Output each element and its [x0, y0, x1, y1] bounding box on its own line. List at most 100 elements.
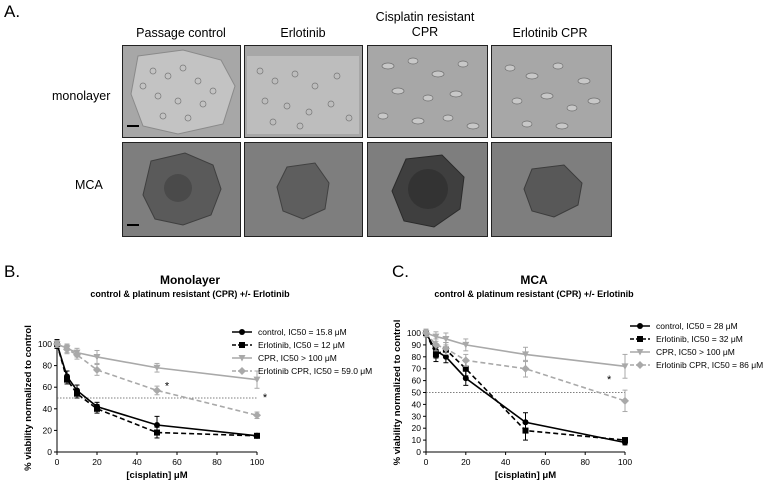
panel-a-label: A. [4, 2, 21, 21]
mca-data-point [461, 356, 470, 365]
micrograph-mca-erlotinib [244, 142, 363, 237]
mca-y-tick-label: 80 [412, 352, 422, 362]
mca-x-tick-label: 20 [461, 457, 471, 467]
monolayer-data-point [53, 340, 61, 348]
monolayer-x-tick-label: 80 [212, 457, 222, 467]
monolayer-legend-label: CPR, IC50 > 100 μM [258, 353, 337, 363]
mca-y-tick-label: 60 [412, 376, 422, 386]
monolayer-y-tick-label: 80 [43, 361, 53, 371]
mca-data-point [621, 363, 629, 370]
mca-legend-label: CPR, IC50 > 100 μM [656, 347, 735, 357]
mca-data-point [462, 365, 469, 372]
monolayer-y-tick-label: 0 [47, 447, 52, 457]
mca-y-tick-label: 40 [412, 399, 422, 409]
mca-y-tick-label: 50 [412, 388, 422, 398]
mca-y-tick-label: 70 [412, 364, 422, 374]
monolayer-legend-label: control, IC50 = 15.8 μM [258, 327, 347, 337]
mca-title: MCA [520, 273, 548, 287]
scale-bar [127, 125, 139, 127]
panel-b-label: B. [4, 262, 21, 281]
mca-y-tick-label: 30 [412, 411, 422, 421]
mca-x-tick-label: 60 [541, 457, 551, 467]
row-label-monolayer: monolayer [52, 89, 111, 103]
mca-data-point [422, 329, 430, 337]
monolayer-cells-image [130, 49, 236, 135]
monolayer-data-point [153, 364, 161, 372]
monolayer-legend-marker [238, 355, 246, 362]
monolayer-legend-marker [239, 329, 245, 335]
mca-data-point [622, 437, 628, 444]
mca-legend-label: Erlotinib, IC50 = 32 μM [656, 334, 743, 344]
mca-series-erlotinib [423, 328, 628, 444]
mca-legend-marker [636, 361, 644, 369]
mca-y-tick-label: 0 [416, 447, 421, 457]
monolayer-significance-mark: * [263, 392, 268, 404]
mca-data-point [441, 344, 450, 353]
monolayer-series-line [56, 343, 258, 437]
monolayer-data-point [253, 376, 261, 384]
monolayer-cells-image [247, 56, 359, 134]
monolayer-data-point [254, 432, 260, 439]
mca-y-tick-label: 10 [412, 435, 422, 445]
monolayer-data-point [153, 386, 161, 395]
mca-y-tick-label: 20 [412, 423, 422, 433]
monolayer-significance-mark: * [165, 380, 170, 392]
monolayer-data-point [63, 345, 71, 354]
mca-data-point [522, 427, 529, 434]
mca-legend-label: Erlotinib CPR, IC50 = 86 μM [656, 360, 763, 370]
column-header-erlotinib-cpr: Erlotinib CPR [512, 26, 588, 40]
monolayer-x-tick-label: 60 [172, 457, 182, 467]
micrograph-mca-cpr [367, 142, 488, 237]
mca-x-tick-label: 80 [580, 457, 590, 467]
micrograph-monolayer-erlotinib [244, 45, 363, 138]
monolayer-data-point [93, 365, 101, 374]
spheroid-image [142, 152, 222, 226]
mca-data-point [462, 375, 469, 382]
spheroid-image [391, 154, 465, 228]
monolayer-cells-image [504, 62, 601, 130]
monolayer-x-axis-label: [cisplatin] μM [126, 470, 187, 481]
column-header-erlotinib: Erlotinib [280, 26, 326, 40]
monolayer-legend-label: Erlotinib, IC50 = 12 μM [258, 340, 345, 350]
column-header-cisplatin-resistant: Cisplatin resistant CPR [375, 10, 475, 39]
micrograph-monolayer-erlotinib-cpr [491, 45, 612, 138]
mca-data-point [432, 333, 440, 341]
monolayer-x-tick-label: 100 [250, 457, 264, 467]
mca-data-point [522, 351, 529, 358]
mca-series-line [425, 332, 626, 444]
monolayer-x-tick-label: 20 [92, 457, 102, 467]
monolayer-legend-marker [238, 367, 246, 375]
monolayer-y-tick-label: 60 [43, 382, 53, 392]
monolayer-title: Monolayer [160, 273, 220, 287]
monolayer-data-point [154, 429, 160, 436]
mca-x-tick-label: 40 [501, 457, 511, 467]
monolayer-data-point [154, 422, 160, 428]
mca-data-point [462, 341, 470, 349]
mca-data-point [442, 335, 450, 343]
monolayer-y-tick-label: 100 [38, 339, 52, 349]
scale-bar [127, 224, 139, 226]
monolayer-y-tick-label: 20 [43, 425, 53, 435]
panel-c-label: C. [392, 262, 409, 281]
mca-significance-mark: * [607, 374, 612, 386]
mca-x-tick-label: 100 [618, 457, 632, 467]
mca-data-point [621, 396, 629, 405]
spheroid-image [523, 164, 583, 218]
mca-y-tick-label: 100 [407, 328, 421, 338]
column-header-passage-control: Passage control [136, 26, 226, 40]
monolayer-y-tick-label: 40 [43, 404, 53, 414]
mca-y-axis-label: % viability normalized to control [392, 320, 403, 466]
mca-x-axis-label: [cisplatin] μM [495, 470, 556, 481]
mca-legend-marker [637, 336, 643, 342]
mca-y-tick-label: 90 [412, 340, 422, 350]
chart-monolayer: Monolayer control & platinum resistant (C… [23, 273, 372, 481]
spheroid-image [276, 162, 330, 220]
mca-legend-marker [637, 323, 643, 329]
micrograph-mca-erlotinib-cpr [491, 142, 612, 237]
row-label-mca: MCA [75, 178, 103, 192]
monolayer-data-point [73, 350, 81, 359]
monolayer-legend-label: Erlotinib CPR, IC50 = 59.0 μM [258, 366, 372, 376]
monolayer-cells-image [377, 57, 480, 130]
mca-subtitle: control & platinum resistant (CPR) +/- E… [434, 289, 634, 299]
micrograph-monolayer-passage-control [122, 45, 241, 138]
